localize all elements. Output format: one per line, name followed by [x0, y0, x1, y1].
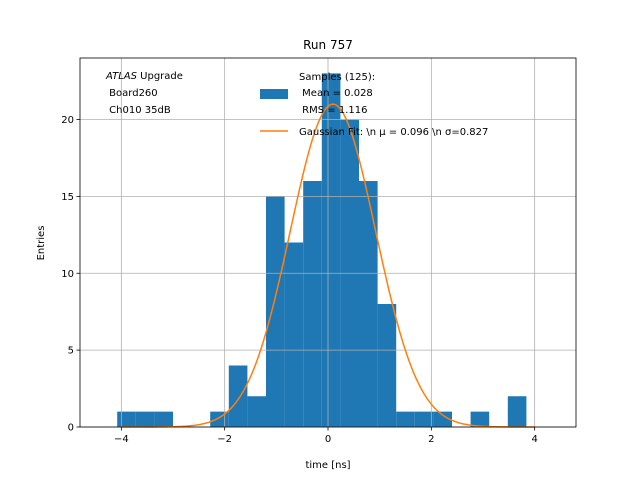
histogram-bar	[321, 73, 341, 427]
histogram-bar	[154, 411, 173, 427]
y-axis-label: Entries	[36, 226, 47, 261]
x-tick-label: −2	[217, 434, 232, 445]
gaussian-fit-curve	[121, 103, 535, 428]
x-tick-label: 2	[428, 434, 434, 445]
histogram-bar	[414, 411, 434, 427]
legend-hist-line-3: RMS = 1.116	[299, 105, 367, 116]
histogram-bar	[284, 242, 304, 427]
histogram-bar	[210, 411, 229, 427]
histogram-bar	[433, 411, 452, 427]
annotation-line-2: Board260	[106, 88, 158, 99]
annotation-atlas: ATLAS	[105, 71, 138, 82]
x-axis-label: time [ns]	[305, 460, 350, 471]
histogram-bar	[377, 304, 397, 427]
x-tick-label: 4	[531, 434, 537, 445]
annotation-line-3: Ch010 35dB	[106, 105, 171, 116]
x-tick-label: 0	[325, 434, 331, 445]
y-tick-label: 0	[68, 423, 74, 434]
x-tick-label: −4	[114, 434, 129, 445]
histogram-bar	[135, 411, 155, 427]
gaussian-fit	[121, 103, 535, 428]
histogram-bar	[117, 411, 136, 427]
y-tick-label: 5	[68, 346, 74, 357]
histogram-bar	[396, 411, 415, 427]
histogram-bars	[117, 73, 527, 427]
axis-ticks: −4 −2 0 2 4 0 5 10 15 20	[61, 115, 538, 445]
legend: Samples (125): Mean = 0.028 RMS = 1.116 …	[260, 72, 488, 138]
histogram-bar	[507, 396, 527, 427]
annotation-upgrade: Upgrade	[137, 71, 183, 82]
legend-hist-line-1: Samples (125):	[299, 72, 375, 83]
histogram-bar	[470, 411, 490, 427]
y-tick-label: 20	[61, 115, 74, 126]
y-tick-label: 10	[61, 269, 74, 280]
histogram-bar	[247, 396, 266, 427]
annotation-line-1: ATLAS Upgrade	[105, 71, 183, 82]
histogram-bar	[303, 181, 322, 427]
histogram-bar	[359, 181, 378, 427]
legend-fit-label: Gaussian Fit: \n μ = 0.096 \n σ=0.827	[299, 127, 488, 138]
chart-title: Run 757	[303, 38, 353, 52]
y-tick-label: 15	[61, 192, 74, 203]
histogram-bar	[228, 365, 248, 427]
legend-hist-line-2: Mean = 0.028	[299, 88, 373, 99]
legend-hist-swatch	[260, 89, 288, 99]
atlas-annotation: ATLAS Upgrade Board260 Ch010 35dB	[105, 71, 183, 116]
histogram-bar	[266, 196, 285, 427]
